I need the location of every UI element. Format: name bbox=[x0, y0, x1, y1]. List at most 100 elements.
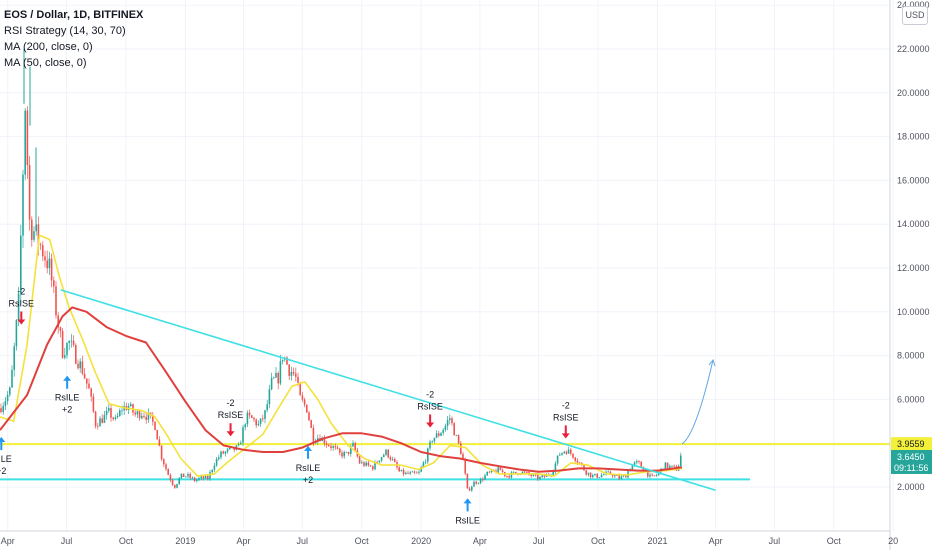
candle-body bbox=[44, 256, 46, 261]
candle bbox=[253, 416, 255, 423]
candle-body bbox=[286, 357, 288, 365]
projection-arrow bbox=[681, 359, 714, 445]
candle-body bbox=[50, 258, 53, 281]
candle bbox=[182, 473, 185, 477]
candle bbox=[563, 450, 565, 455]
candle bbox=[288, 363, 290, 381]
candle bbox=[328, 443, 330, 448]
candle-body bbox=[6, 394, 9, 402]
last-price-badge-label: 3.6450 bbox=[897, 452, 925, 462]
candle bbox=[92, 393, 95, 413]
symbol-title[interactable]: EOS / Dollar, 1D, BITFINEX bbox=[4, 9, 144, 21]
candle bbox=[433, 437, 436, 444]
candle-body bbox=[297, 376, 299, 383]
candle bbox=[198, 476, 200, 482]
candle bbox=[680, 452, 682, 467]
candle-body bbox=[576, 460, 579, 463]
candle bbox=[242, 424, 244, 446]
candle-body bbox=[55, 286, 57, 316]
candle-body bbox=[603, 474, 605, 476]
signal-short: -2 RsISE bbox=[553, 400, 579, 439]
candle bbox=[477, 482, 480, 485]
candle-body bbox=[266, 404, 268, 411]
candle bbox=[262, 414, 264, 422]
candle bbox=[64, 347, 66, 360]
y-tick-label: 2.0000 bbox=[897, 482, 925, 492]
candle bbox=[365, 461, 367, 467]
currency-label[interactable]: USD bbox=[902, 6, 928, 25]
candle-body bbox=[440, 433, 442, 436]
signal-label: +2 bbox=[0, 466, 6, 476]
candle-body bbox=[647, 470, 649, 477]
candle bbox=[112, 416, 114, 421]
candle-body bbox=[587, 472, 590, 475]
candle bbox=[53, 276, 55, 294]
candle bbox=[138, 409, 141, 421]
candle bbox=[26, 106, 29, 180]
candle-body bbox=[167, 469, 169, 475]
annotations bbox=[60, 289, 716, 492]
candle bbox=[273, 376, 275, 379]
candle-body bbox=[402, 469, 405, 475]
candle bbox=[44, 250, 46, 268]
y-tick-label: 18.0000 bbox=[897, 132, 930, 142]
candle-body bbox=[114, 417, 117, 420]
candle-body bbox=[354, 442, 356, 451]
candle bbox=[394, 457, 396, 463]
candle bbox=[218, 454, 220, 461]
candle bbox=[378, 460, 381, 464]
y-tick-label: 16.0000 bbox=[897, 175, 930, 185]
candle-body bbox=[468, 488, 471, 491]
candle bbox=[191, 476, 194, 480]
x-tick-label: Jul bbox=[533, 536, 545, 546]
x-tick-label: 20 bbox=[888, 536, 898, 546]
candle-body bbox=[433, 437, 436, 442]
ma50-legend[interactable]: MA (50, close, 0) bbox=[4, 57, 87, 69]
candle-body bbox=[508, 476, 510, 478]
time-axis[interactable]: Apr Jul Oct 2019 Apr Jul Oct 2020 Apr Jul Oct 2021 A… bbox=[0, 530, 898, 546]
candle-body bbox=[33, 231, 35, 240]
candle-body bbox=[306, 404, 308, 413]
candle bbox=[66, 342, 68, 359]
candle-body bbox=[48, 258, 51, 269]
candle bbox=[561, 452, 563, 456]
candle-body bbox=[174, 484, 176, 488]
candle bbox=[50, 253, 53, 288]
candle-body bbox=[323, 437, 326, 444]
signal-label: RsISE bbox=[417, 401, 443, 411]
candle-body bbox=[37, 224, 40, 245]
candle bbox=[266, 399, 268, 413]
candle-body bbox=[655, 474, 658, 476]
candle-body bbox=[242, 427, 244, 443]
candle bbox=[292, 367, 295, 377]
candle-body bbox=[649, 474, 651, 477]
candle bbox=[387, 449, 389, 459]
ma200-legend[interactable]: MA (200, close, 0) bbox=[4, 41, 93, 53]
candle bbox=[508, 474, 510, 480]
candle-body bbox=[416, 472, 418, 474]
candle bbox=[453, 421, 455, 436]
candle bbox=[589, 472, 592, 479]
candle-body bbox=[90, 388, 92, 397]
strategy-legend[interactable]: RSI Strategy (14, 30, 70) bbox=[4, 25, 126, 37]
candle bbox=[455, 434, 458, 437]
candle bbox=[497, 466, 499, 473]
candle bbox=[666, 462, 669, 469]
candle bbox=[572, 453, 574, 459]
candle-body bbox=[218, 457, 220, 460]
candle-body bbox=[92, 396, 95, 412]
candle bbox=[565, 450, 568, 456]
signal-label: rsILE bbox=[0, 454, 12, 464]
candle-body bbox=[607, 471, 609, 473]
candle-body bbox=[22, 174, 24, 236]
candle-body bbox=[413, 471, 416, 473]
candle bbox=[484, 473, 486, 481]
candle-body bbox=[618, 475, 620, 479]
candle bbox=[427, 447, 429, 465]
x-tick-label: Jul bbox=[296, 536, 308, 546]
candle bbox=[248, 409, 251, 419]
candle bbox=[350, 444, 352, 457]
strategy-signals: rsILE +2 -2 RsISE RsILE +2 -2 RsISE RsILE +2 -2 RsI… bbox=[0, 287, 579, 525]
candle-body bbox=[435, 433, 438, 438]
